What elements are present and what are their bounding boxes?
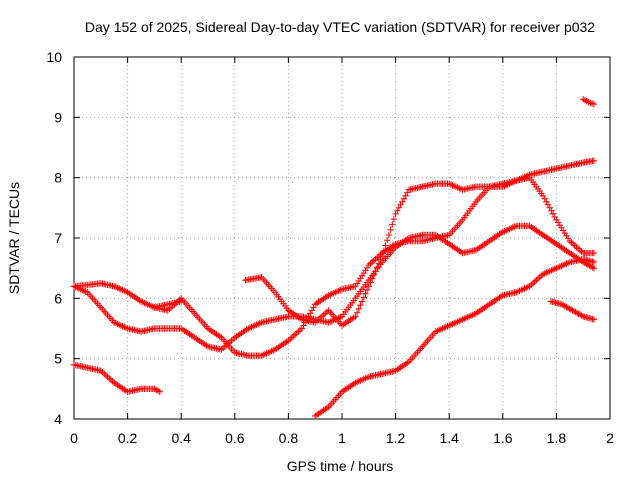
y-tick-label: 10	[46, 49, 62, 65]
y-axis-label: SDTVAR / TECUs	[6, 182, 22, 294]
series-arc-c	[70, 361, 163, 395]
x-tick-label: 0.8	[279, 430, 299, 446]
x-tick-label: 1.2	[386, 430, 406, 446]
x-tick-label: 0.2	[118, 430, 138, 446]
y-tick-label: 5	[54, 351, 62, 367]
grid-lines	[74, 57, 610, 419]
series-markers	[580, 96, 598, 108]
series-markers	[547, 298, 598, 323]
series-arc-b	[70, 222, 598, 353]
y-tick-label: 9	[54, 109, 62, 125]
x-tick-label: 1.4	[439, 430, 459, 446]
x-tick-label: 1.6	[493, 430, 513, 446]
x-tick-label: 0.6	[225, 430, 245, 446]
y-tick-label: 8	[54, 170, 62, 186]
series-arc-g	[547, 298, 598, 323]
series-markers	[151, 157, 598, 359]
x-tick-label: 1	[338, 430, 346, 446]
y-tick-label: 4	[54, 411, 62, 427]
x-tick-label: 0	[70, 430, 78, 446]
series-markers	[312, 255, 598, 420]
series-markers	[242, 174, 598, 329]
series-arc-h	[580, 96, 598, 108]
series-markers	[70, 222, 598, 353]
x-tick-label: 1.8	[547, 430, 567, 446]
y-tick-label: 7	[54, 230, 62, 246]
x-tick-label: 0.4	[171, 430, 191, 446]
axis-ticks	[73, 56, 611, 420]
y-tick-label: 6	[54, 290, 62, 306]
x-axis-label: GPS time / hours	[287, 458, 394, 474]
series-arc-e	[242, 174, 598, 329]
series-markers	[70, 361, 163, 395]
x-tick-labels: 0 0.2 0.4 0.6 0.8 1 1.2 1.4 1.6 1.8 2	[70, 430, 614, 446]
series-arc-f	[312, 255, 598, 420]
x-tick-label: 2	[606, 430, 614, 446]
chart-title: Day 152 of 2025, Sidereal Day-to-day VTE…	[85, 19, 595, 35]
data-series	[70, 96, 598, 420]
y-tick-labels: 4 5 6 7 8 9 10	[46, 49, 62, 427]
series-arc-d	[151, 157, 598, 359]
